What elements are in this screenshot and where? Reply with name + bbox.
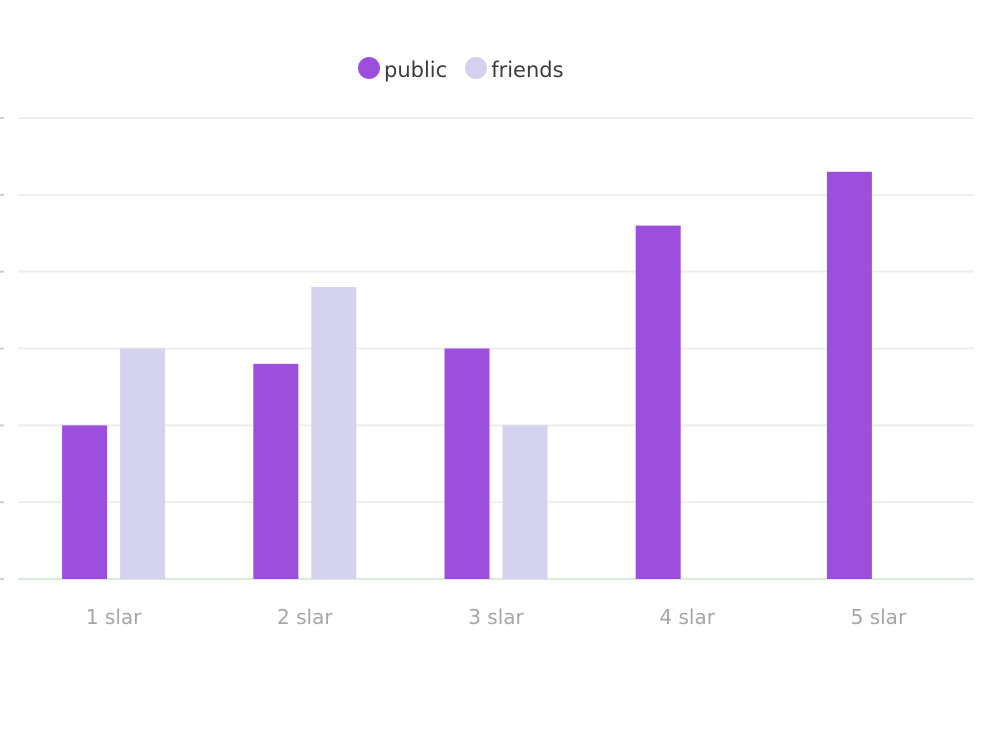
bar-public-1: [62, 425, 108, 579]
x-tick-label-2: 2 slar: [277, 605, 333, 629]
bar-public-3: [444, 348, 490, 579]
bar-friends-2: [311, 287, 357, 579]
legend-label-friends: friends: [491, 58, 564, 82]
legend-item-public[interactable]: public: [358, 57, 448, 82]
bar-public-4: [635, 225, 681, 580]
legend-swatch-friends: [465, 57, 488, 79]
x-tick-label-4: 4 slar: [659, 605, 715, 629]
bar-public-5: [826, 171, 872, 580]
x-tick-label-3: 3 slar: [468, 605, 524, 629]
x-tick-label-5: 5 slar: [851, 605, 907, 629]
legend-label-public: public: [384, 58, 448, 82]
legend-swatch-public: [358, 57, 380, 79]
bar-public-2: [253, 363, 299, 579]
legend-item-friends[interactable]: friends: [465, 57, 564, 82]
bar-friends-1: [120, 348, 166, 579]
chart-legend: public friends: [358, 57, 564, 82]
x-tick-label-1: 1 slar: [86, 605, 142, 629]
bar-friends-3: [502, 425, 548, 579]
